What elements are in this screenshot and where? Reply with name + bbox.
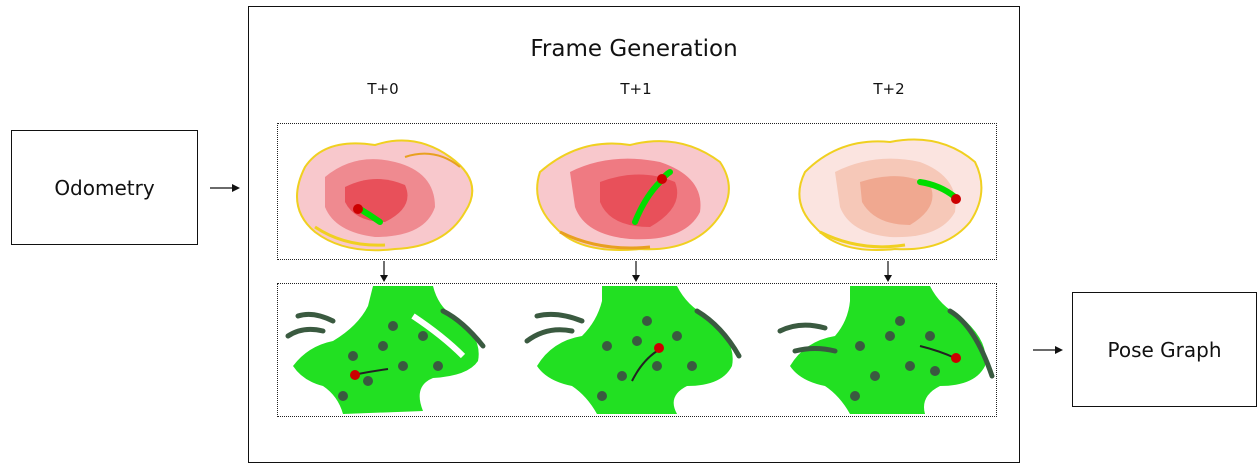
mesh-image-t1 [524, 286, 742, 414]
odometry-label: Odometry [54, 175, 155, 200]
arrow-down-t0 [380, 261, 388, 282]
pointcloud-image-t2 [798, 138, 983, 252]
column-label-t2: T+2 [873, 80, 905, 98]
pose-graph-box: Pose Graph [1072, 292, 1257, 407]
pointcloud-image-t1 [536, 140, 730, 252]
pointcloud-row [277, 123, 997, 260]
mesh-image-t2 [777, 286, 995, 414]
arrow-frame-to-posegraph [1033, 346, 1063, 354]
arrow-odometry-to-frame [210, 184, 240, 192]
column-label-t1: T+1 [620, 80, 652, 98]
mesh-image-t0 [285, 286, 486, 414]
odometry-box: Odometry [11, 130, 198, 245]
frame-generation-title: Frame Generation [530, 36, 738, 62]
arrow-down-t1 [632, 261, 640, 282]
column-label-t0: T+0 [367, 80, 399, 98]
mesh-row [277, 283, 997, 417]
pose-graph-label: Pose Graph [1107, 337, 1222, 362]
pointcloud-image-t0 [296, 139, 474, 252]
arrow-down-t2 [884, 261, 892, 282]
